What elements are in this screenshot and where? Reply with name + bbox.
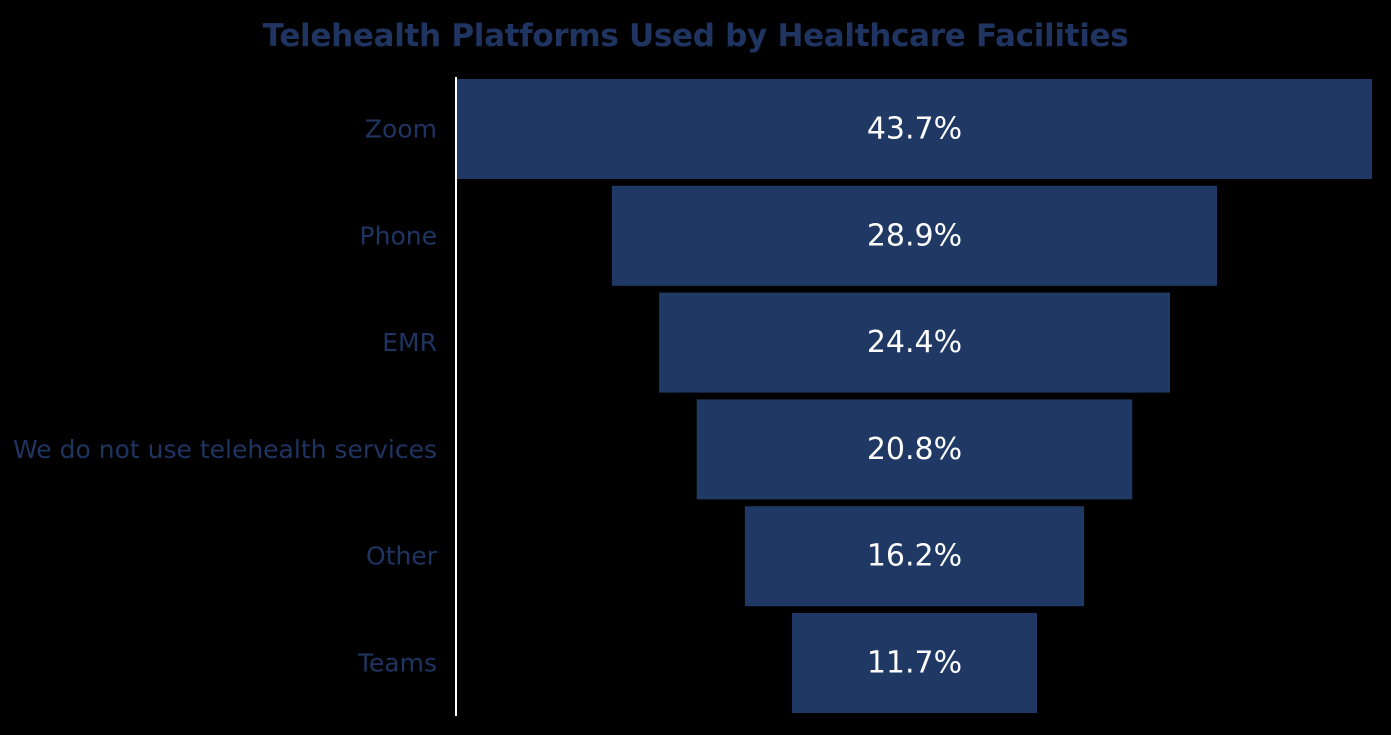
funnel-bar bbox=[696, 399, 1133, 500]
data-label: 24.4% bbox=[867, 325, 962, 360]
category-label: Teams bbox=[357, 649, 437, 678]
data-label: 43.7% bbox=[867, 112, 962, 147]
funnel-bar bbox=[744, 506, 1085, 607]
category-label: Other bbox=[366, 542, 438, 571]
value-labels: 43.7% 28.9% 24.4% 20.8% 16.2% 11.7% bbox=[867, 112, 962, 681]
category-label: Zoom bbox=[365, 115, 437, 144]
funnel-bar bbox=[792, 613, 1037, 713]
category-labels: Zoom Phone EMR We do not use telehealth ser… bbox=[13, 115, 438, 678]
funnel-bar bbox=[457, 79, 1372, 179]
data-label: 20.8% bbox=[867, 432, 962, 467]
category-label: EMR bbox=[382, 328, 437, 357]
data-label: 16.2% bbox=[867, 539, 962, 574]
funnel-bar bbox=[611, 185, 1217, 286]
category-label: Phone bbox=[360, 221, 437, 250]
chart-title: Telehealth Platforms Used by Healthcare … bbox=[262, 18, 1129, 54]
data-label: 11.7% bbox=[867, 646, 962, 681]
data-label: 28.9% bbox=[867, 218, 962, 253]
funnel-bar bbox=[659, 292, 1170, 393]
category-label: We do not use telehealth services bbox=[13, 435, 437, 464]
bars-group bbox=[457, 79, 1372, 713]
